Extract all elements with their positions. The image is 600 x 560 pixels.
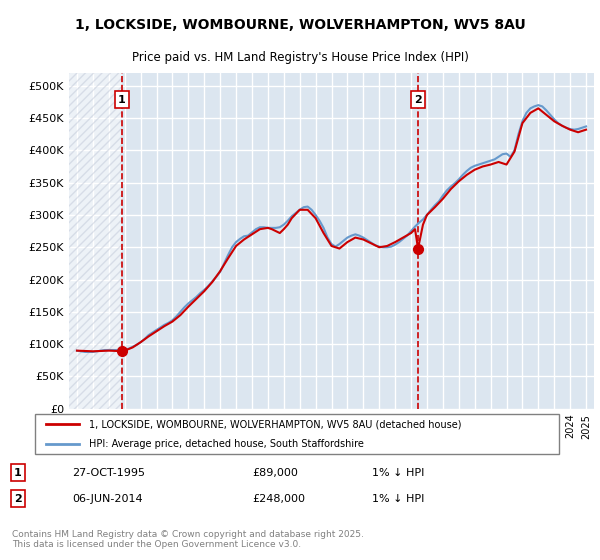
Text: £89,000: £89,000 [252, 468, 298, 478]
Text: Contains HM Land Registry data © Crown copyright and database right 2025.
This d: Contains HM Land Registry data © Crown c… [12, 530, 364, 549]
Text: 1: 1 [14, 468, 22, 478]
Text: £248,000: £248,000 [252, 493, 305, 503]
Text: 06-JUN-2014: 06-JUN-2014 [72, 493, 143, 503]
Text: 27-OCT-1995: 27-OCT-1995 [72, 468, 145, 478]
Text: 1, LOCKSIDE, WOMBOURNE, WOLVERHAMPTON, WV5 8AU (detached house): 1, LOCKSIDE, WOMBOURNE, WOLVERHAMPTON, W… [89, 419, 462, 429]
Text: 2: 2 [14, 493, 22, 503]
FancyBboxPatch shape [35, 414, 559, 454]
Text: 2: 2 [414, 95, 422, 105]
Text: HPI: Average price, detached house, South Staffordshire: HPI: Average price, detached house, Sout… [89, 439, 364, 449]
Text: 1, LOCKSIDE, WOMBOURNE, WOLVERHAMPTON, WV5 8AU: 1, LOCKSIDE, WOMBOURNE, WOLVERHAMPTON, W… [74, 18, 526, 32]
Text: 1: 1 [118, 95, 126, 105]
Bar [69, 73, 122, 409]
Text: 1% ↓ HPI: 1% ↓ HPI [372, 468, 424, 478]
Text: Price paid vs. HM Land Registry's House Price Index (HPI): Price paid vs. HM Land Registry's House … [131, 51, 469, 64]
Text: 1% ↓ HPI: 1% ↓ HPI [372, 493, 424, 503]
